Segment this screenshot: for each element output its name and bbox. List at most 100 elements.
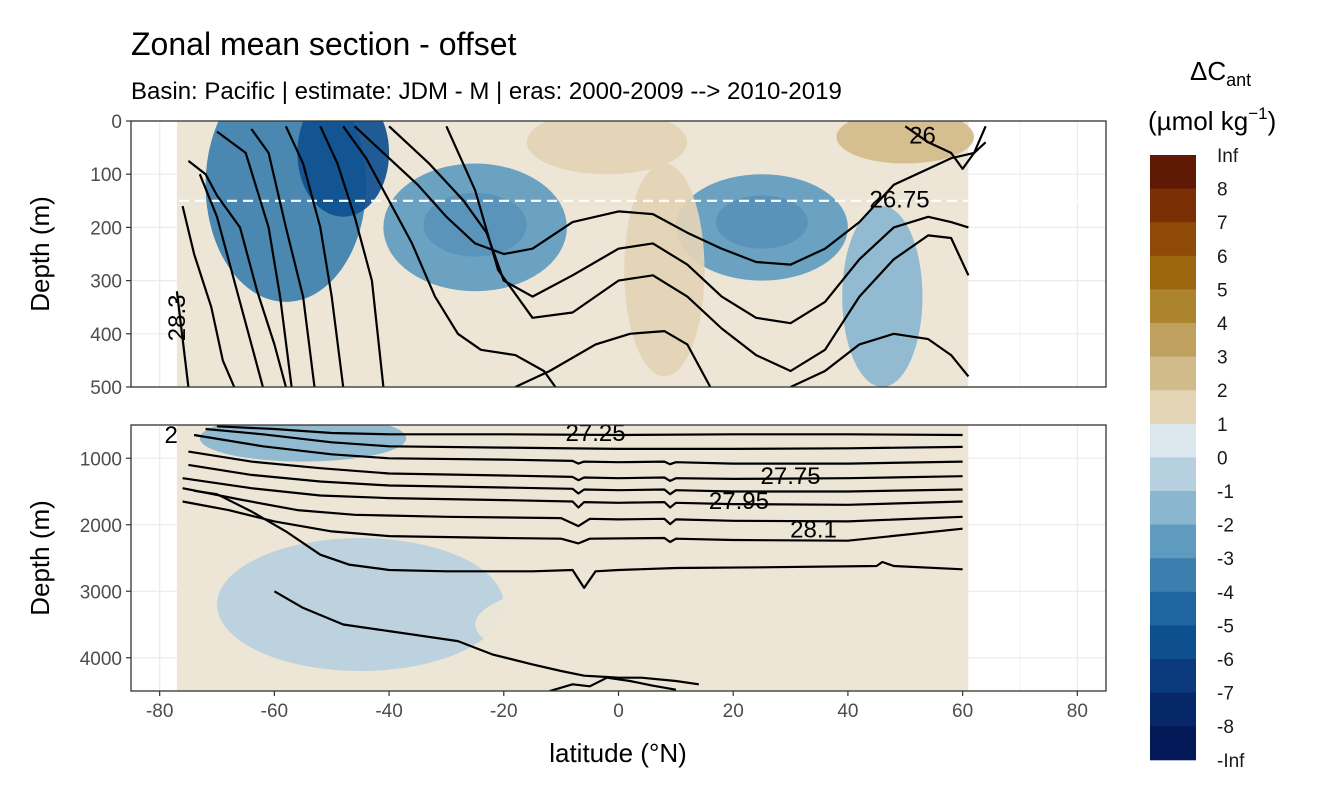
y-tick-label: 200 (90, 218, 122, 239)
x-axis-title: latitude (°N) (549, 738, 687, 768)
isopycnal-line (188, 463, 963, 496)
chart-title: Zonal mean section - offset (131, 26, 517, 62)
legend-label: 6 (1217, 247, 1228, 268)
isopycnal-line (216, 130, 293, 387)
legend-label: 8 (1217, 180, 1228, 201)
isopycnal-line (198, 173, 264, 387)
isopycnal-label: 28.3 (164, 294, 191, 341)
legend-key (1150, 289, 1196, 324)
legend-label: -4 (1217, 583, 1234, 604)
anomaly-patch (297, 121, 390, 217)
isopycnal-line (514, 330, 712, 387)
legend-key (1150, 390, 1196, 425)
y-tick-label: 300 (90, 272, 122, 293)
anomaly-patch (624, 163, 705, 377)
legend-label: -5 (1217, 616, 1234, 637)
upper-panel-border (130, 120, 1107, 388)
upper-anomaly-field (176, 121, 975, 387)
isopycnal-line (182, 487, 963, 528)
anomaly-patch (383, 163, 567, 292)
anomaly-patch (526, 121, 688, 175)
x-tick-label: -60 (261, 701, 288, 722)
legend-key (1150, 356, 1196, 391)
legend-label: 5 (1217, 280, 1228, 301)
legend-units: (µmol kg−1) (1148, 104, 1276, 136)
isopycnal-line (216, 425, 963, 437)
anomaly-patch (475, 571, 934, 678)
y-tick-label: 400 (90, 325, 122, 346)
x-tick-label: 0 (613, 701, 624, 722)
x-axis: -80 -60 -40 -20 0 20 40 60 80 (146, 691, 1088, 722)
x-tick-label: 20 (723, 701, 744, 722)
isopycnal-line (187, 160, 287, 387)
lower-anomaly-field (176, 425, 969, 691)
upper-panel: 26 26.75 28.3 0 100 200 300 400 500 (90, 112, 1107, 399)
lower-isopycnal-contours (182, 425, 963, 691)
x-tick-label: 60 (952, 701, 973, 722)
y-tick-label: 3000 (80, 582, 122, 603)
y-tick-label: 500 (90, 378, 122, 399)
legend-label: -8 (1217, 717, 1234, 738)
x-tick-label: 40 (837, 701, 858, 722)
legend-label: -Inf (1217, 751, 1245, 772)
legend-label: 7 (1217, 213, 1228, 234)
legend-key (1150, 726, 1196, 761)
legend-title-main: ΔC (1190, 56, 1226, 86)
legend-label: 1 (1217, 415, 1228, 436)
legend-label: 3 (1217, 348, 1228, 369)
lower-y-axis-title: Depth (m) (25, 500, 55, 616)
legend-label: 2 (1217, 381, 1228, 402)
legend-label: -3 (1217, 549, 1234, 570)
anomaly-patch (503, 438, 963, 532)
legend-label: Inf (1217, 146, 1239, 167)
legend-label: -1 (1217, 482, 1234, 503)
isopycnal-label: 26.75 (869, 187, 929, 214)
isopycnal-label: 27.75 (761, 463, 821, 490)
legend-label: 4 (1217, 314, 1228, 335)
isopycnal-line (182, 477, 963, 509)
isopycnal-line (549, 676, 677, 691)
upper-y-axis-title: Depth (m) (25, 196, 55, 312)
isopycnal-line (175, 291, 190, 387)
legend-units-sup: −1 (1248, 104, 1267, 123)
isopycnal-label: 28.1 (790, 516, 837, 543)
isopycnal-label: 27.25 (566, 420, 626, 447)
legend-key (1150, 222, 1196, 257)
y-tick-label: 4000 (80, 649, 122, 670)
y-tick-label: 0 (111, 112, 122, 133)
upper-isopycnal-labels: 26 26.75 28.3 (164, 122, 936, 341)
x-tick-label: -20 (490, 701, 517, 722)
isopycnal-line (188, 450, 963, 482)
legend-units-end: ) (1268, 106, 1277, 136)
x-tick-label: -80 (146, 701, 173, 722)
legend-label: -6 (1217, 650, 1234, 671)
isopycnal-line (319, 125, 385, 387)
legend-title-sub: ant (1226, 70, 1251, 90)
isopycnal-label: 27.95 (709, 488, 769, 515)
legend-color-keys (1150, 155, 1196, 761)
legend-title: ΔCant (1190, 56, 1251, 90)
legend-key (1150, 457, 1196, 492)
legend-units-main: (µmol kg (1148, 106, 1248, 136)
legend-key (1150, 188, 1196, 223)
isopycnal-line (181, 205, 236, 387)
isopycnal-line (250, 128, 316, 387)
upper-y-axis: 0 100 200 300 400 500 (90, 112, 131, 399)
isopycnal-line (182, 500, 963, 545)
legend-labels: Inf 8 7 6 5 4 3 2 1 0 -1 -2 -3 -4 -5 -6 -7 -8 -Inf (1217, 146, 1245, 772)
anomaly-patch (836, 121, 975, 164)
isopycnal-line (284, 125, 345, 387)
legend-key (1150, 155, 1196, 190)
isopycnal-line (445, 125, 970, 373)
legend-key (1150, 692, 1196, 727)
y-tick-label: 2000 (80, 516, 122, 537)
legend: ΔCant (µmol kg−1) Inf 8 7 6 5 4 3 2 1 0 -1 -2 -3 -4 -5… (1148, 56, 1276, 772)
legend-key (1150, 558, 1196, 593)
legend-key (1150, 625, 1196, 660)
isopycnal-line (353, 125, 987, 266)
anomaly-patch (842, 206, 923, 387)
isopycnal-line (342, 125, 557, 387)
x-tick-label: -40 (375, 701, 402, 722)
isopycnal-label: 26 (909, 122, 936, 149)
upper-isopycnal-contours (175, 125, 987, 387)
